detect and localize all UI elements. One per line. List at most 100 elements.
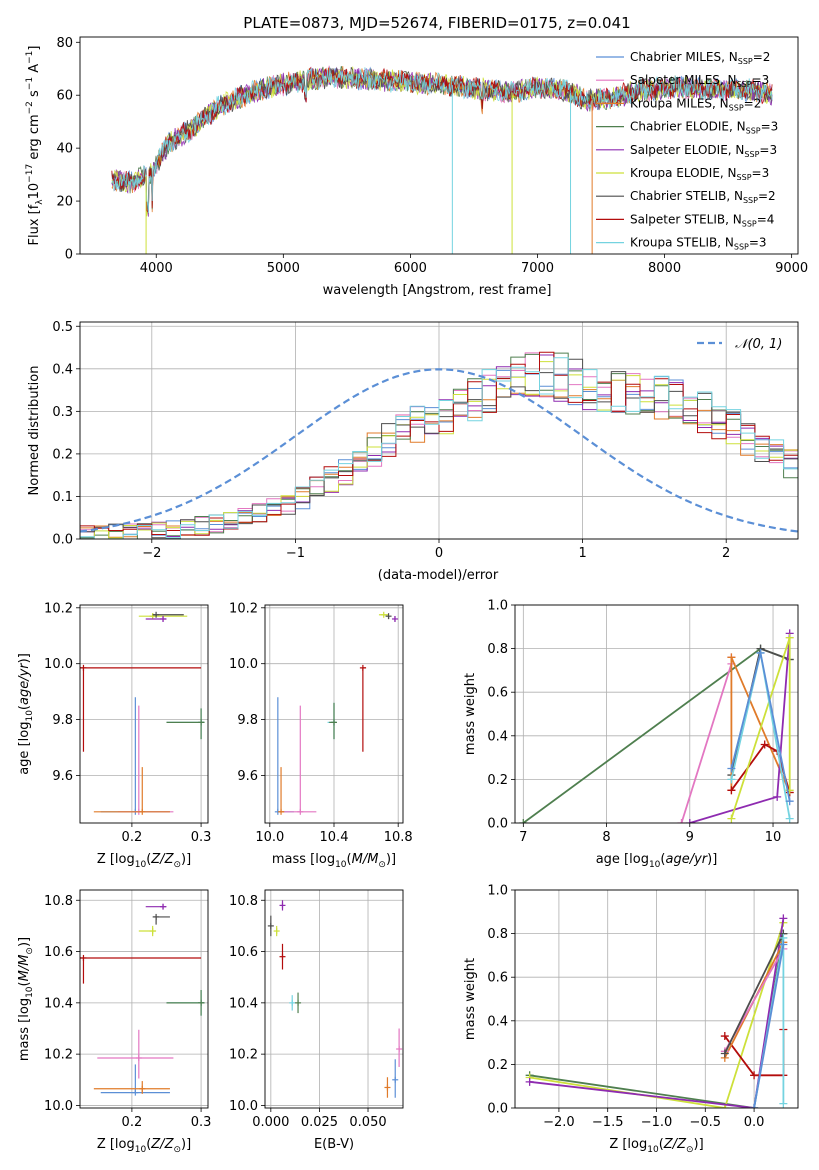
errorbar-point (152, 611, 184, 618)
legend-label: Salpeter STELIB, NSSP=4 (630, 212, 774, 228)
errorbar-point (391, 615, 398, 622)
errorbar-point (97, 1029, 174, 1079)
spectrum-line (111, 67, 773, 214)
residuals-panel: −2 −1 0 1 2 0.0 0.1 0.2 0.3 0.4 0.5 𝒩(0, 1) (data-mo… (27, 320, 799, 583)
y-tick-label: 0.0 (52, 533, 73, 548)
mass-weight-vs-Z-panel: −2.0 −1.5 −1.0 −0.5 0.0 0.0 0.2 0.4 0.6 0.8 1.0 mas… (463, 884, 799, 1155)
axes-frame (79, 889, 209, 1109)
y-axis-label: mass [log10(M/M⊙)] (17, 937, 35, 1061)
x-tick-label: 2 (722, 546, 730, 561)
x-tick-label: 8 (602, 830, 610, 845)
spectrum-panel: 4000 5000 6000 7000 8000 9000 0 20 40 60 80 PLATE=0… (25, 14, 808, 298)
axes-frame (264, 604, 404, 824)
x-tick-label: 0.0 (744, 1115, 765, 1130)
x-tick-label: 0.3 (191, 830, 212, 845)
y-tick-label: 80 (56, 36, 73, 51)
weight-marker (785, 797, 794, 806)
y-tick-label: 1.0 (487, 884, 508, 899)
y-tick-label: 10.2 (44, 601, 73, 616)
legend-label: Salpeter MILES, NSSP=3 (630, 73, 769, 89)
x-axis-label: age [log10(age/yr)] (596, 852, 718, 870)
legend-label: Kroupa ELODIE, NSSP=3 (630, 166, 769, 182)
y-tick-label: 0 (65, 248, 73, 263)
x-tick-label: 8000 (648, 261, 681, 276)
errorbar-point (93, 1081, 170, 1094)
age-vs-mass-errorbars (274, 611, 398, 815)
histogram-series (80, 358, 798, 539)
mass-vs-ebv-errorbars (267, 900, 403, 1098)
x-tick-label: 10.8 (384, 830, 413, 845)
x-tick-label: 7000 (521, 261, 554, 276)
weight-marker (779, 1099, 788, 1108)
y-tick-label: 0.2 (52, 447, 73, 462)
errorbar-point (166, 990, 205, 1016)
weight-marker (727, 653, 736, 662)
errorbar-point (279, 900, 286, 911)
y-tick-label: 0.1 (52, 490, 73, 505)
age-vs-Z-errorbars (80, 611, 205, 815)
weight-marker (785, 633, 794, 642)
weight-marker (779, 914, 788, 923)
errorbar-point (100, 1064, 170, 1096)
errorbar-point (279, 943, 286, 970)
x-tick-label: 5000 (267, 261, 300, 276)
errorbar-point (100, 697, 170, 815)
y-tick-label: 0.0 (487, 817, 508, 832)
y-axis-label: mass weight (463, 958, 478, 1040)
y-tick-label: 0.4 (52, 362, 73, 377)
y-tick-label: 10.0 (44, 657, 73, 672)
x-axis-label: mass [log10(M/M⊙)] (272, 852, 396, 870)
errorbar-point (80, 664, 202, 752)
mass-weight-vs-age-panel: 7 8 9 10 0.0 0.2 0.4 0.6 0.8 1.0 mass weight age [l… (463, 599, 799, 870)
errorbar-point (289, 995, 296, 1011)
weight-series (723, 933, 785, 1054)
axes-frame (264, 889, 404, 1109)
errorbar-point (145, 903, 167, 910)
y-tick-label: 10.2 (229, 1048, 258, 1063)
weight-marker (727, 775, 736, 784)
y-tick-label: 60 (56, 89, 73, 104)
x-tick-label: −1.0 (641, 1115, 673, 1130)
y-tick-label: 0.4 (487, 729, 508, 744)
histograms (80, 351, 798, 539)
y-tick-label: 10.4 (44, 996, 73, 1011)
x-tick-label: 9 (686, 830, 694, 845)
weight-marker (727, 786, 736, 795)
errorbar-point (93, 767, 170, 815)
mass-vs-Z-errorbars (80, 903, 205, 1096)
y-tick-label: 0.6 (487, 686, 508, 701)
legend-label: Salpeter ELODIE, NSSP=3 (630, 143, 777, 159)
weight-marker (519, 819, 528, 823)
y-tick-label: 10.0 (229, 657, 258, 672)
errorbar-point (384, 1077, 391, 1098)
errorbar-point (145, 615, 167, 622)
mass-weight-vs-age-lines (519, 629, 794, 823)
legend-label: 𝒩(0, 1) (735, 337, 782, 352)
errorbar-point (80, 954, 202, 984)
y-tick-label: 10.0 (229, 1099, 258, 1114)
errorbar-point (392, 1059, 399, 1098)
axes-frame (514, 889, 799, 1109)
weight-marker (720, 1049, 729, 1058)
errorbar-point (166, 708, 205, 740)
x-tick-label: −0.5 (690, 1115, 722, 1130)
weight-marker (750, 1104, 759, 1108)
y-tick-label: 0.3 (52, 405, 73, 420)
errorbar-point (278, 767, 285, 815)
y-tick-label: 10.2 (44, 1048, 73, 1063)
y-tick-label: 0.5 (52, 320, 73, 335)
y-tick-label: 10.8 (229, 894, 258, 909)
y-tick-label: 0.2 (487, 773, 508, 788)
weight-marker (720, 1032, 729, 1041)
x-axis-label: E(B-V) (314, 1137, 354, 1152)
errorbar-point (279, 705, 317, 815)
y-tick-label: 10.8 (44, 894, 73, 909)
y-tick-label: 0.2 (487, 1058, 508, 1073)
weight-series (730, 637, 791, 819)
errorbar-point (152, 913, 170, 925)
errorbar-point (329, 702, 337, 740)
errorbar-point (327, 702, 337, 740)
x-tick-label: 4000 (140, 261, 173, 276)
weight-marker (677, 819, 686, 823)
